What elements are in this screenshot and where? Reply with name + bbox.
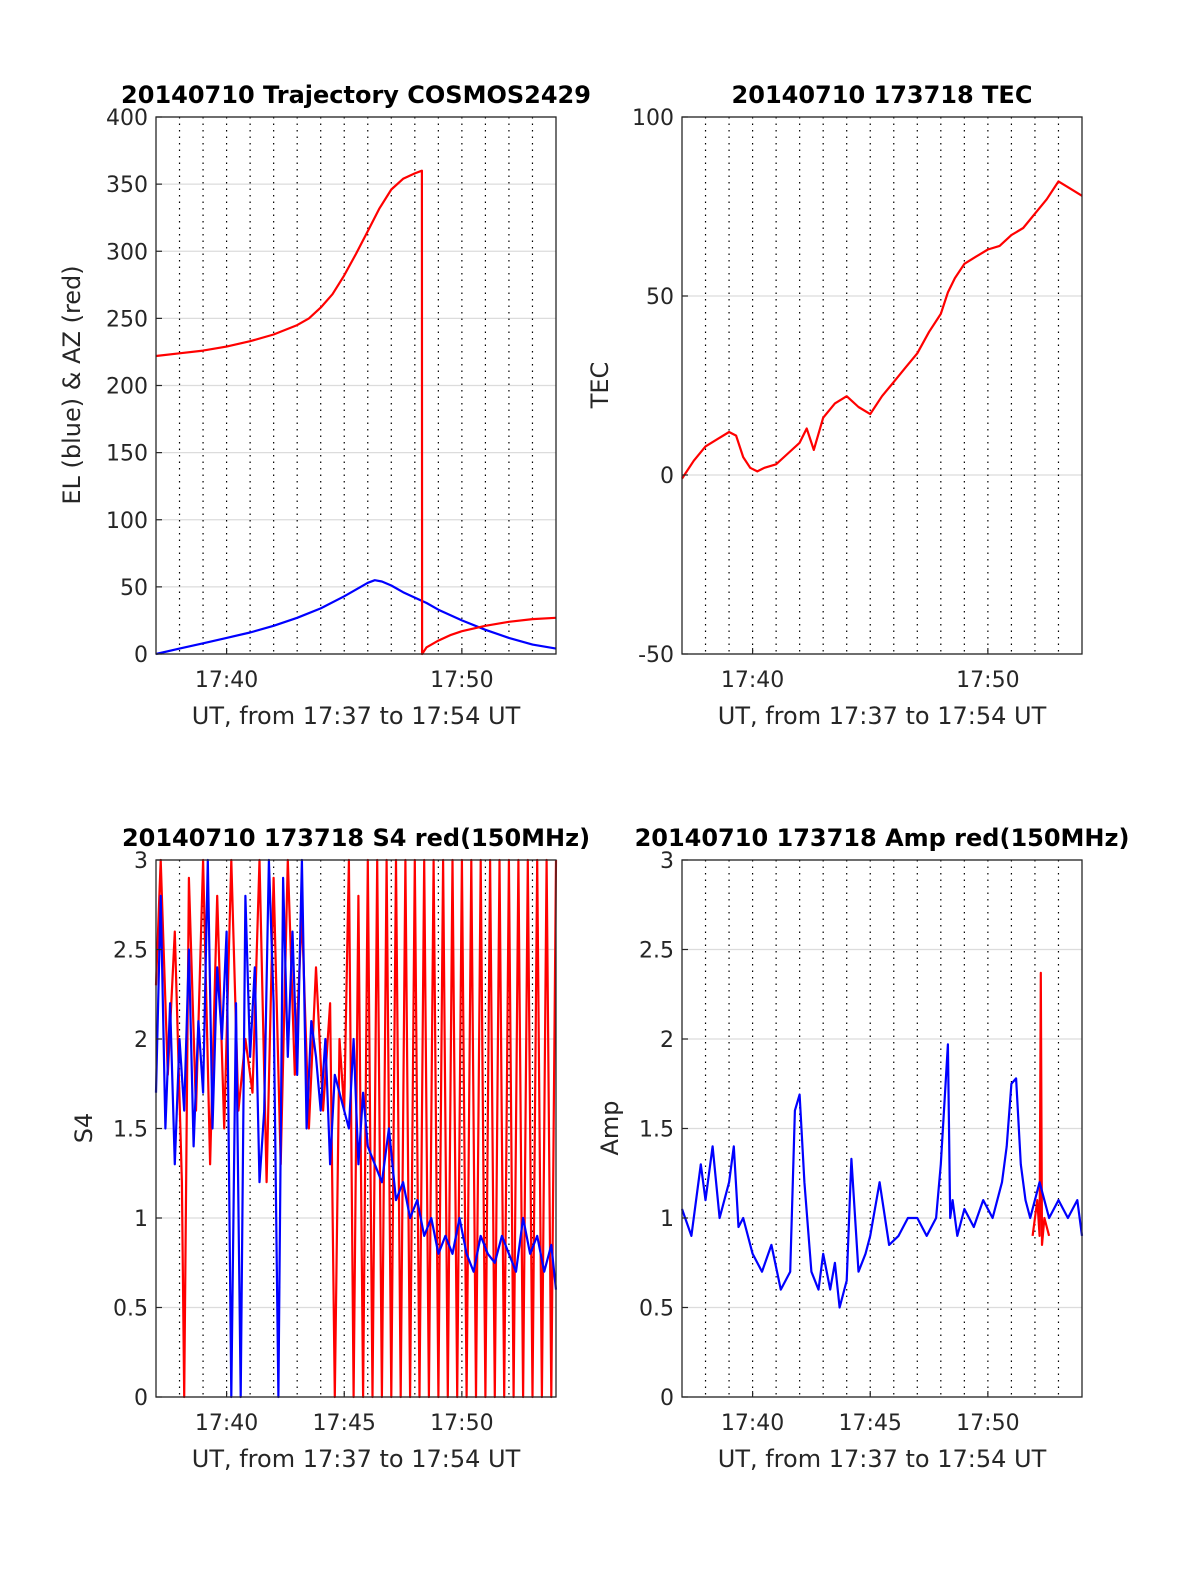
amp-panel: 20140710 173718 Amp red(150MHz) 0 0.5 1 1.5… [596,824,1129,1473]
s4-xlabel: UT, from 17:37 to 17:54 UT [192,1445,521,1473]
s4-ytick-label: 0 [134,1386,148,1411]
s4-ytick-label: 3 [134,849,148,874]
traj-ytick-label: 250 [106,307,148,332]
traj-ytick-label: 150 [106,442,148,467]
traj-series-blue-line [155,579,557,656]
tec-axes-box [681,116,1083,655]
s4-series-blue-line [154,858,558,1399]
traj-ytick-label: 200 [106,375,148,400]
traj-xtick-label: 17:40 [195,668,258,693]
s4-xtick-label: 17:40 [195,1411,258,1436]
amp-xlabel: UT, from 17:37 to 17:54 UT [718,1445,1047,1473]
amp-ytick-label: 1.5 [639,1118,674,1143]
amp-series-blue-line [680,1043,1084,1309]
tec-ytick-label: 0 [660,464,674,489]
trajectory-title: 20140710 Trajectory COSMOS2429 [121,81,591,109]
amp-xtick-label: 17:40 [721,1411,784,1436]
s4-panel: 20140710 173718 S4 red(150MHz) 0 0.5 1 1.5 2… [70,824,590,1473]
s4-xtick-label: 17:50 [430,1411,493,1436]
tec-title: 20140710 173718 TEC [732,81,1033,109]
amp-ytick-label: 2.5 [639,939,674,964]
tec-ylabel: TEC [586,362,614,410]
s4-ytick-label: 0.5 [113,1297,148,1322]
traj-ytick-label: 400 [106,106,148,131]
amp-xtick-label: 17:45 [839,1411,902,1436]
amp-ytick-label: 2 [660,1028,674,1053]
trajectory-xlabel: UT, from 17:37 to 17:54 UT [192,702,521,730]
amp-ylabel: Amp [596,1100,624,1155]
tec-ytick-label: 100 [632,106,674,131]
amp-ytick-label: 3 [660,849,674,874]
traj-ytick-label: 100 [106,509,148,534]
traj-series-red-line [155,169,557,656]
tec-xlabel: UT, from 17:37 to 17:54 UT [718,702,1047,730]
s4-ytick-label: 2 [134,1028,148,1053]
traj-xtick-label: 17:50 [430,668,493,693]
amp-ytick-label: 0 [660,1386,674,1411]
tec-ytick-label: -50 [638,643,674,668]
s4-title: 20140710 173718 S4 red(150MHz) [122,824,590,852]
trajectory-panel: 20140710 Trajectory COSMOS2429 0 50 100 150… [58,81,591,730]
traj-ytick-label: 350 [106,173,148,198]
s4-ylabel: S4 [70,1113,98,1144]
amp-xtick-label: 17:50 [956,1411,1019,1436]
s4-ytick-label: 1 [134,1207,148,1232]
tec-xtick-label: 17:40 [721,668,784,693]
s4-ytick-label: 1.5 [113,1118,148,1143]
amp-title: 20140710 173718 Amp red(150MHz) [635,824,1130,852]
traj-ytick-label: 300 [106,240,148,265]
s4-ytick-label: 2.5 [113,939,148,964]
tec-xtick-label: 17:50 [956,668,1019,693]
traj-ytick-label: 0 [134,643,148,668]
trajectory-ylabel: EL (blue) & AZ (red) [58,265,86,504]
traj-ytick-label: 50 [120,576,148,601]
tec-series-red-line [681,180,1083,480]
amp-ytick-label: 1 [660,1207,674,1232]
s4-xtick-label: 17:45 [313,1411,376,1436]
tec-ytick-label: 50 [646,285,674,310]
amp-series-red-line [1031,971,1051,1246]
amp-ytick-label: 0.5 [639,1297,674,1322]
